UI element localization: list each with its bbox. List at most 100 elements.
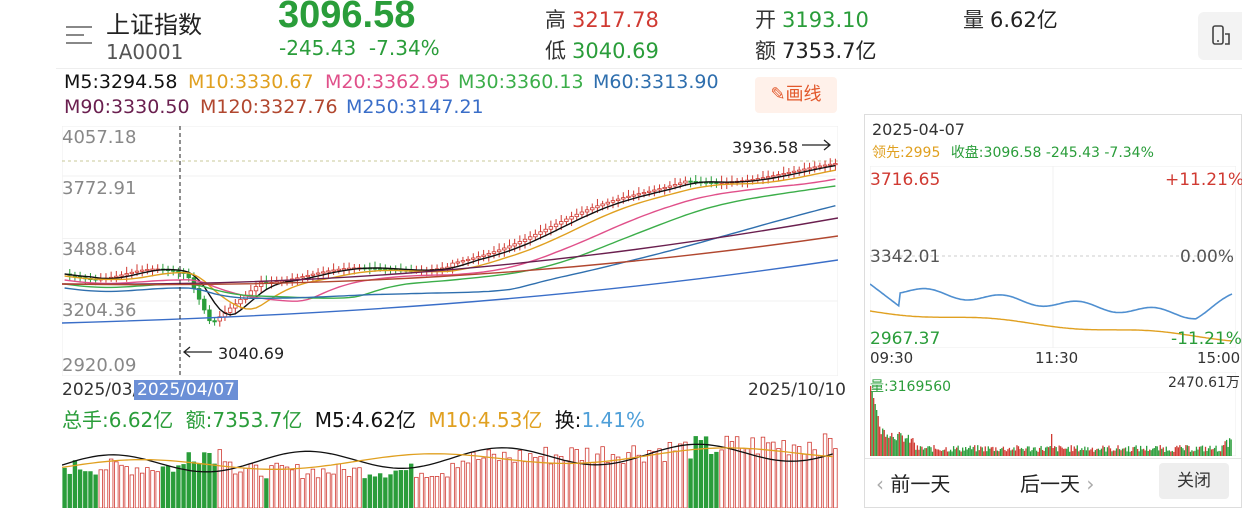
menu-icon[interactable] xyxy=(66,22,94,48)
intraday-volume-bar xyxy=(901,435,903,456)
volume-bar xyxy=(284,466,290,508)
volume-bar xyxy=(196,463,202,508)
intraday-volume-bar xyxy=(1162,447,1164,456)
intraday-volume-bar xyxy=(1216,451,1219,456)
x-start-date: 2025/03/ xyxy=(62,380,139,400)
intraday-volume-bar xyxy=(903,441,905,456)
intraday-volume-bar xyxy=(928,446,931,456)
x-end-date: 2025/10/10 xyxy=(748,380,846,400)
candlestick xyxy=(579,211,585,215)
volume-bar xyxy=(750,437,755,508)
vol-amount-label: 额: xyxy=(185,408,213,432)
change-percent: -7.34% xyxy=(368,36,440,60)
volume-bar xyxy=(124,466,129,508)
candlestick xyxy=(238,299,243,305)
volume-bar xyxy=(688,458,693,508)
intraday-volume-bar xyxy=(1052,448,1054,456)
intraday-volume-bar xyxy=(1149,449,1151,456)
volume-bar xyxy=(631,445,636,508)
candlestick xyxy=(202,298,207,311)
intraday-volume-bar xyxy=(946,451,949,456)
volume-bar xyxy=(191,461,197,508)
intraday-volume-bar xyxy=(1026,446,1029,456)
intraday-volume-bar xyxy=(1108,445,1110,456)
intraday-volume-bar xyxy=(1055,447,1057,456)
intraday-volume-bar xyxy=(949,449,952,456)
volume-bar xyxy=(667,442,673,508)
rotate-screen-button[interactable] xyxy=(1198,12,1242,60)
intraday-volume-bar xyxy=(1176,445,1178,456)
intraday-volume-bar xyxy=(1165,446,1167,456)
intraday-volume-bar xyxy=(955,447,958,456)
volume-bar xyxy=(321,468,326,508)
volume-bar xyxy=(481,457,486,508)
volume-bar xyxy=(533,456,538,508)
prev-day-button[interactable]: ‹ 前一天 xyxy=(876,468,950,497)
candlestick xyxy=(248,290,254,296)
intraday-volume-bar xyxy=(1076,445,1078,456)
next-day-button[interactable]: 后一天 › xyxy=(1020,468,1094,497)
candlestick xyxy=(310,273,316,276)
intraday-volume-bar xyxy=(968,447,970,456)
intraday-volume-bar xyxy=(1102,445,1104,456)
low-label: 低 xyxy=(545,39,566,63)
volume-chart[interactable] xyxy=(62,430,838,508)
volume-bar xyxy=(352,467,357,508)
moving-average-line xyxy=(62,235,838,286)
intraday-volume-bar xyxy=(874,404,876,456)
intraday-volume-bar xyxy=(1044,447,1047,456)
intraday-volume-bar xyxy=(1135,445,1137,456)
ma60-label: M60:3313.90 xyxy=(593,71,719,93)
volume-bar xyxy=(703,436,709,508)
intraday-volume-bar xyxy=(1222,445,1225,456)
intraday-volume-bar xyxy=(1099,450,1101,456)
intraday-volume-bar xyxy=(888,437,890,456)
intraday-volume-bar xyxy=(1028,446,1030,456)
intraday-volume-bar xyxy=(1064,448,1066,456)
candlestick xyxy=(341,268,347,271)
intraday-volume-bar xyxy=(1207,448,1210,456)
intraday-volume-bar xyxy=(933,445,935,456)
volume-bar xyxy=(227,461,233,508)
volume-bar xyxy=(155,471,160,508)
intraday-volume-bar xyxy=(1198,446,1201,456)
amount-value: 7353.7亿 xyxy=(782,39,877,63)
candlestick xyxy=(667,185,673,188)
intraday-volume-bar xyxy=(1218,450,1220,456)
candlestick xyxy=(486,253,491,256)
volume-bar xyxy=(802,453,807,508)
volume-bar xyxy=(248,463,254,508)
intraday-volume-bar xyxy=(963,450,965,456)
volume-bar xyxy=(186,452,191,508)
volume-bar xyxy=(346,476,352,508)
volume-bar xyxy=(569,447,574,508)
index-name: 上证指数 xyxy=(106,11,202,39)
volume-bar xyxy=(460,460,466,508)
volume-bar xyxy=(88,471,93,508)
candlestick xyxy=(636,193,642,196)
intraday-volume-bar xyxy=(1085,450,1087,456)
volume-bar xyxy=(465,462,471,508)
volume-bar xyxy=(336,463,341,508)
candlestick xyxy=(574,213,579,218)
candlestick xyxy=(502,247,507,251)
intraday-volume-bar xyxy=(1167,450,1169,456)
volume-bar xyxy=(207,452,212,508)
draw-line-button[interactable]: ✎画线 xyxy=(755,77,837,113)
intraday-volume-bar xyxy=(1022,448,1024,456)
intraday-volume-bar xyxy=(1130,451,1133,456)
turnover-label: 换: xyxy=(554,408,582,432)
candlestick xyxy=(253,286,259,292)
intraday-volume-bar xyxy=(977,445,979,456)
intraday-volume-bar xyxy=(1212,449,1214,456)
intraday-volume-bar xyxy=(1067,446,1069,456)
intraday-volume-bar xyxy=(1161,448,1163,456)
intraday-chart[interactable] xyxy=(870,166,1236,348)
volume-bar xyxy=(512,461,517,508)
volume-bar xyxy=(67,473,72,508)
intraday-volume-bar xyxy=(1177,447,1179,456)
kline-chart[interactable] xyxy=(62,126,838,376)
close-button[interactable]: 关闭 xyxy=(1159,463,1229,499)
intraday-volume-bar xyxy=(1189,451,1192,456)
volume-ma5-line xyxy=(62,443,833,473)
